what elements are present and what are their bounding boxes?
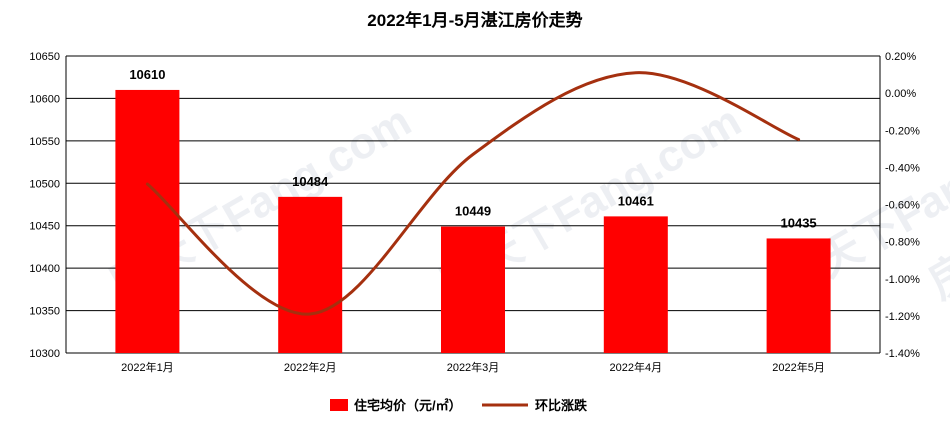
bar bbox=[441, 226, 505, 353]
right-tick-label: -0.20% bbox=[885, 125, 920, 137]
left-tick-label: 10600 bbox=[29, 93, 60, 105]
legend: 住宅均价（元/㎡） 环比涨跌 bbox=[330, 398, 588, 413]
right-tick-label: 0.00% bbox=[885, 88, 916, 100]
bar-data-label: 10484 bbox=[292, 174, 329, 189]
line-point bbox=[635, 72, 637, 74]
x-tick-label: 2022年3月 bbox=[447, 360, 500, 374]
left-tick-label: 10650 bbox=[29, 51, 60, 63]
bar-data-label: 10461 bbox=[618, 193, 654, 208]
x-tick-label: 2022年4月 bbox=[610, 360, 663, 374]
right-tick-label: -0.80% bbox=[885, 237, 920, 249]
bar bbox=[766, 238, 831, 353]
left-tick-label: 10300 bbox=[29, 348, 60, 360]
line-point bbox=[472, 153, 474, 155]
legend-label-bar: 住宅均价（元/㎡） bbox=[354, 398, 462, 413]
right-tick-label: -1.40% bbox=[885, 348, 920, 360]
chart-title: 2022年1月-5月湛江房价走势 bbox=[367, 10, 582, 30]
legend-label-line: 环比涨跌 bbox=[535, 398, 588, 413]
bar-series bbox=[115, 89, 831, 353]
right-tick-label: -0.40% bbox=[885, 162, 920, 174]
bar bbox=[115, 89, 180, 353]
left-tick-label: 10350 bbox=[29, 306, 60, 318]
right-tick-label: -1.00% bbox=[885, 274, 920, 286]
legend-swatch-bar bbox=[330, 399, 348, 411]
x-tick-label: 2022年1月 bbox=[121, 360, 174, 374]
x-tick-label: 2022年2月 bbox=[284, 360, 337, 374]
line-series bbox=[145, 71, 801, 316]
line-path bbox=[145, 71, 801, 316]
left-tick-label: 10550 bbox=[29, 136, 60, 148]
axes: 10300 10350 10400 10450 10500 10550 10600 10650… bbox=[29, 51, 920, 374]
right-tick-label: 0.20% bbox=[885, 51, 916, 63]
bar bbox=[603, 216, 668, 353]
bar-data-label: 10610 bbox=[129, 67, 165, 82]
x-tick-label: 2022年5月 bbox=[772, 360, 825, 374]
line-point bbox=[146, 183, 148, 185]
line-point bbox=[798, 139, 800, 141]
left-tick-label: 10450 bbox=[29, 221, 60, 233]
bar bbox=[278, 196, 343, 353]
right-tick-label: -0.60% bbox=[885, 200, 920, 212]
bar-data-label: 10449 bbox=[455, 204, 491, 219]
left-tick-label: 10500 bbox=[29, 178, 60, 190]
data-labels: 10610 10484 10449 10461 10435 bbox=[129, 67, 816, 231]
bar-data-label: 10435 bbox=[781, 215, 817, 230]
line-point bbox=[309, 313, 311, 315]
right-tick-label: -1.20% bbox=[885, 311, 920, 323]
left-tick-label: 10400 bbox=[29, 263, 60, 275]
